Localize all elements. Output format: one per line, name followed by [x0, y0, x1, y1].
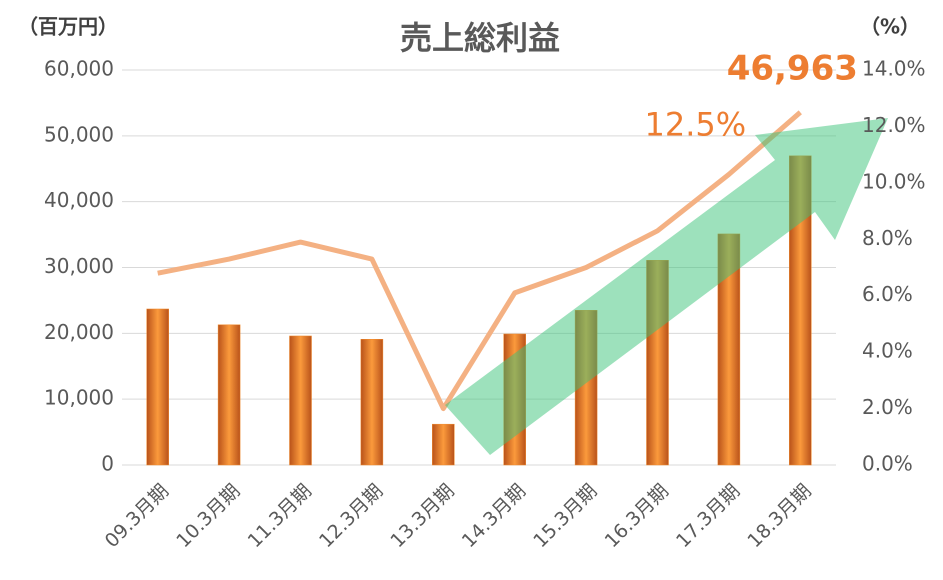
bar — [360, 339, 384, 466]
y-tick-label: 50,000 — [44, 122, 114, 146]
y2-tick-label: 14.0% — [862, 57, 926, 81]
data-label: 46,963 — [727, 49, 858, 89]
y2-tick-label: 8.0% — [862, 226, 913, 250]
y2-tick-label: 10.0% — [862, 169, 926, 193]
x-tick-label: 17.3月期 — [672, 480, 744, 552]
x-tick-label: 11.3月期 — [244, 480, 316, 552]
x-tick-label: 10.3月期 — [172, 480, 244, 552]
bar — [432, 423, 455, 466]
y2-tick-label: 12.0% — [862, 113, 926, 137]
bar — [217, 324, 241, 466]
y-tick-label: 10,000 — [44, 386, 114, 410]
y-tick-label: 40,000 — [44, 188, 114, 212]
x-tick-label: 14.3月期 — [458, 480, 530, 552]
y-tick-label: 0 — [101, 452, 114, 476]
x-tick-label: 13.3月期 — [386, 480, 458, 552]
y2-tick-label: 6.0% — [862, 282, 913, 306]
chart-title: 売上総利益 — [400, 19, 560, 57]
data-label: 12.5% — [644, 105, 746, 143]
trend-arrow — [445, 118, 888, 455]
y-axis-unit: （百万円） — [18, 15, 118, 39]
x-tick-label: 18.3月期 — [743, 480, 815, 552]
x-tick-label: 12.3月期 — [315, 480, 387, 552]
x-tick-label: 15.3月期 — [529, 480, 601, 552]
y-tick-label: 60,000 — [44, 57, 114, 81]
bar — [289, 335, 312, 466]
x-tick-label: 09.3月期 — [101, 480, 173, 552]
bar — [146, 308, 169, 466]
y2-tick-label: 0.0% — [862, 452, 913, 476]
line — [157, 110, 802, 412]
y2-axis-unit: （%） — [860, 15, 920, 39]
grid — [122, 69, 836, 466]
y-tick-label: 30,000 — [44, 254, 114, 278]
y-tick-label: 20,000 — [44, 320, 114, 344]
y2-tick-label: 4.0% — [862, 339, 913, 363]
y2-tick-label: 2.0% — [862, 395, 913, 419]
x-tick-label: 16.3月期 — [601, 480, 673, 552]
